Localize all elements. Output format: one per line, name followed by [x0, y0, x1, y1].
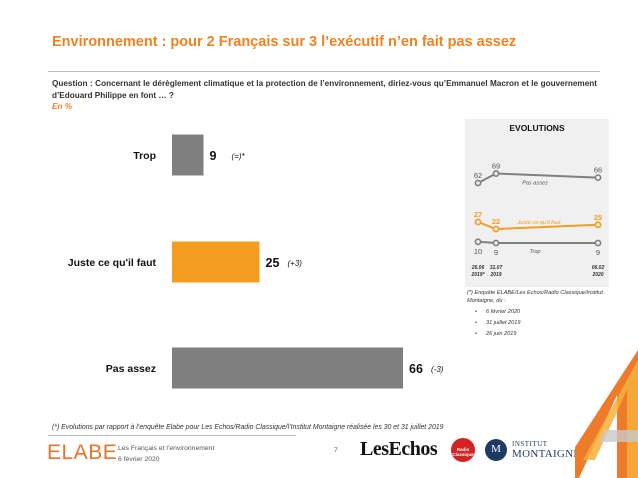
- page-title: Environnement : pour 2 Français sur 3 l’…: [52, 34, 517, 50]
- institut-montaigne-line2: MONTAIGNE: [512, 448, 581, 460]
- footer-date: 6 février 2020: [118, 456, 160, 463]
- footer-subtitle: Les Français et l’environnement: [118, 445, 215, 452]
- page-number: 7: [334, 447, 338, 454]
- change-label: (=)*: [232, 152, 246, 161]
- institut-montaigne-mark: M: [491, 443, 501, 455]
- x-tick-label: 2019*: [470, 272, 485, 278]
- evolutions-date-item: 26 juin 2019: [475, 330, 609, 338]
- value-label: 66: [409, 362, 423, 376]
- evolutions-line-chart: 62 69 66 Pas assez 27 22 25 Juste ce qu'il faut…: [470, 162, 605, 278]
- evolutions-date-list: 6 février 2020 31 juillet 2019 26 juin 2…: [467, 308, 609, 338]
- change-label: (-3): [431, 365, 444, 374]
- unit-note: En %: [52, 102, 73, 111]
- institut-montaigne-line1: INSTITUT: [512, 440, 548, 448]
- series-name-label: Pas assez: [522, 181, 548, 187]
- value-label: 25: [266, 256, 280, 270]
- question-text: Question : Concernant le dérèglement cli…: [52, 79, 597, 100]
- evolutions-panel: [465, 119, 609, 287]
- data-point: [492, 225, 500, 233]
- evolutions-footnote-intro: (*) Enquête ELABE/Les Echos/Radio Classi…: [467, 290, 603, 304]
- evolutions-footnote: (*) Enquête ELABE/Les Echos/Radio Classi…: [467, 289, 609, 338]
- elabe-logo: ELABE: [47, 441, 118, 464]
- bar-0: [172, 134, 204, 176]
- data-point: [594, 174, 602, 181]
- data-label: 9: [596, 248, 600, 257]
- data-label: 69: [492, 162, 500, 171]
- data-point: [474, 238, 482, 246]
- footnote: (*) Evolutions par rapport à l’enquête E…: [52, 424, 444, 431]
- data-point: [492, 170, 500, 177]
- value-label: 9: [210, 149, 217, 163]
- data-label: 25: [594, 213, 602, 222]
- x-tick-label: 2019: [489, 272, 501, 278]
- data-point: [492, 239, 500, 247]
- x-tick-label: 06.02: [592, 265, 605, 271]
- title-divider: [48, 71, 600, 72]
- category-label: Pas assez: [106, 363, 156, 375]
- evolutions-title: EVOLUTIONS: [509, 123, 565, 133]
- evolutions-date-item: 6 février 2020: [475, 308, 609, 316]
- footer-divider: [48, 435, 296, 436]
- x-tick-label: 31.07: [490, 265, 503, 271]
- institut-montaigne-icon: M: [485, 439, 507, 461]
- data-label: 27: [474, 210, 482, 219]
- data-label: 22: [492, 217, 500, 226]
- bar-2: [172, 347, 403, 389]
- data-point: [594, 239, 602, 247]
- les-echos-logo: LesEchos: [360, 438, 438, 460]
- category-label: Trop: [133, 150, 156, 162]
- bar-1: [172, 241, 260, 283]
- series-name-label: Juste ce qu'il faut: [516, 220, 560, 226]
- x-tick-label: 26.06: [471, 265, 485, 271]
- data-label: 66: [594, 166, 602, 175]
- data-label: 10: [474, 247, 482, 256]
- data-label: 62: [474, 171, 482, 180]
- data-point: [474, 179, 482, 187]
- elabe-a-logo-icon: [575, 350, 638, 478]
- radio-classique-label: Radio Classique: [452, 447, 474, 457]
- x-tick-label: 2020: [591, 272, 603, 278]
- data-label: 9: [494, 248, 498, 257]
- data-point: [474, 218, 482, 226]
- series-name-label: Trop: [529, 249, 540, 255]
- evolutions-date-item: 31 juillet 2019: [475, 319, 609, 327]
- radio-classique-logo: Radio Classique: [451, 438, 475, 462]
- category-label: Juste ce qu'il faut: [68, 257, 157, 269]
- data-point: [594, 221, 602, 229]
- change-label: (+3): [288, 259, 303, 268]
